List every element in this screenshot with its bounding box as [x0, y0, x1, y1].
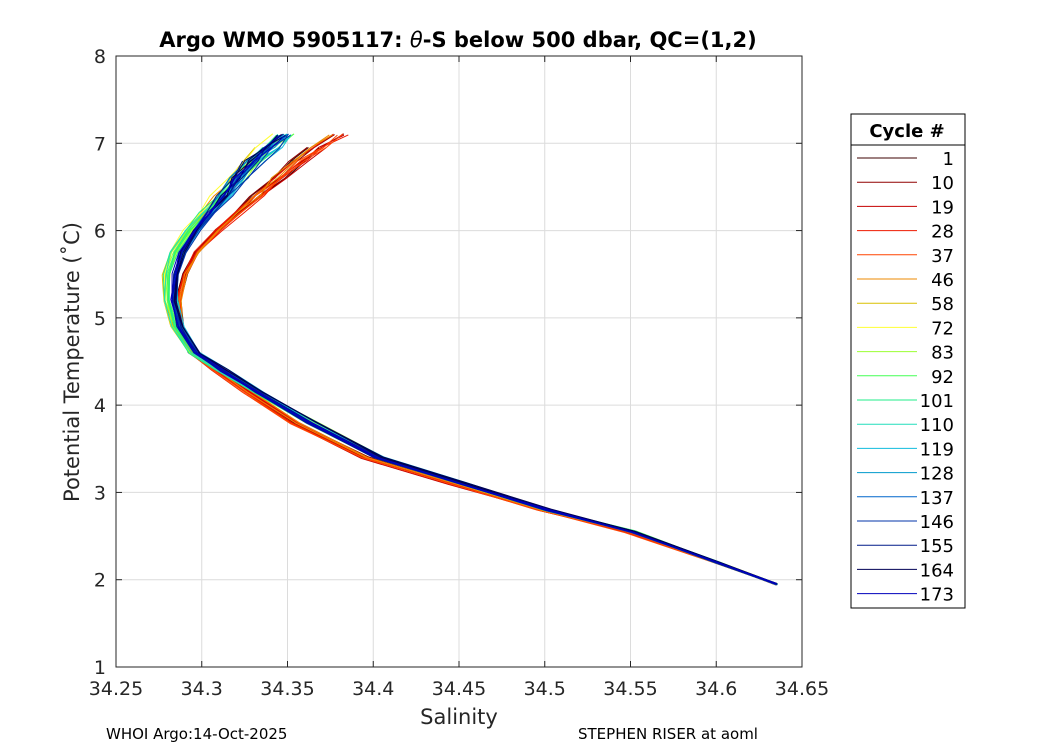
y-tick-label: 8 [94, 46, 106, 68]
legend-label: 92 [931, 367, 954, 388]
legend-items: 1101928374658728392101110119128137146155… [857, 149, 954, 606]
chart-title: Argo WMO 5905117: θ-S below 500 dbar, QC… [159, 28, 756, 52]
legend-label: 155 [920, 536, 954, 557]
legend-label: 83 [931, 343, 954, 364]
legend-label: 146 [920, 512, 954, 533]
x-tick-label: 34.25 [89, 678, 143, 700]
x-tick-label: 34.4 [352, 678, 394, 700]
x-tick-label: 34.5 [524, 678, 566, 700]
profile-line [171, 159, 777, 584]
legend-label: 28 [931, 222, 954, 243]
x-tick-label: 34.6 [695, 678, 737, 700]
legend-label: 46 [931, 270, 954, 291]
profile-line [170, 134, 776, 585]
legend: Cycle # 11019283746587283921011101191281… [850, 113, 966, 609]
legend-label: 1 [943, 149, 954, 170]
legend-box [850, 113, 966, 609]
legend-label: 19 [931, 197, 954, 218]
y-tick-label: 7 [94, 133, 106, 155]
legend-title: Cycle # [869, 121, 944, 142]
y-tick-label: 5 [94, 308, 106, 330]
x-tick-label: 34.35 [260, 678, 314, 700]
legend-label: 72 [931, 318, 954, 339]
legend-label: 164 [920, 560, 954, 581]
footer-right: STEPHEN RISER at aoml [578, 725, 758, 743]
profile-lines [161, 133, 778, 586]
legend-label: 101 [920, 391, 954, 412]
legend-label: 37 [931, 246, 954, 267]
x-axis-ticks: 34.25 34.3 34.35 34.4 34.45 34.5 34.55 34.6 34.6… [89, 56, 829, 700]
legend-label: 10 [931, 173, 954, 194]
legend-label: 128 [920, 464, 954, 485]
y-tick-label: 1 [94, 657, 106, 679]
legend-label: 119 [920, 439, 954, 460]
legend-label: 58 [931, 294, 954, 315]
x-axis-label: Salinity [420, 705, 498, 729]
y-tick-label: 6 [94, 221, 106, 243]
legend-label: 137 [920, 488, 954, 509]
footer-left: WHOI Argo:14-Oct-2025 [106, 725, 288, 743]
legend-label: 173 [920, 585, 954, 606]
x-tick-label: 34.55 [603, 678, 657, 700]
legend-label: 110 [920, 415, 954, 436]
y-tick-label: 2 [94, 570, 106, 592]
x-tick-label: 34.65 [775, 678, 829, 700]
y-axis-ticks: 1 2 3 4 5 6 7 8 [94, 46, 802, 679]
y-tick-label: 3 [94, 482, 106, 504]
y-tick-label: 4 [94, 395, 106, 417]
x-tick-label: 34.3 [181, 678, 223, 700]
y-axis-label: Potential Temperature (˚C) [60, 222, 84, 502]
x-tick-label: 34.45 [432, 678, 486, 700]
